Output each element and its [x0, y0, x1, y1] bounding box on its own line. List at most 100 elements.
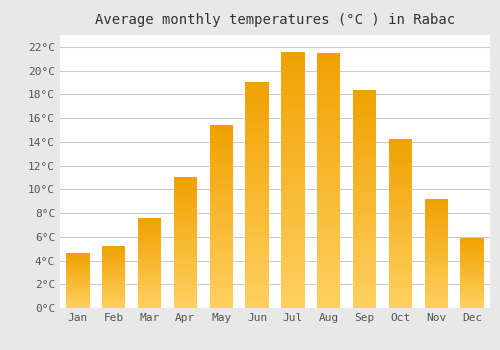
Bar — [174, 269, 197, 270]
Bar — [424, 266, 448, 268]
Bar — [424, 201, 448, 202]
Bar — [424, 210, 448, 211]
Bar — [282, 80, 304, 82]
Bar — [460, 277, 483, 278]
Bar — [353, 264, 376, 266]
Bar — [460, 248, 483, 249]
Bar — [282, 111, 304, 113]
Bar — [317, 211, 340, 213]
Bar — [424, 254, 448, 256]
Bar — [138, 305, 161, 306]
Bar — [174, 197, 197, 198]
Bar — [174, 228, 197, 230]
Bar — [138, 219, 161, 220]
Bar — [210, 142, 233, 143]
Bar — [174, 270, 197, 272]
Bar — [138, 291, 161, 292]
Bar — [282, 180, 304, 182]
Bar — [138, 254, 161, 255]
Bar — [353, 205, 376, 208]
Bar — [317, 259, 340, 262]
Bar — [282, 51, 304, 54]
Bar — [102, 248, 126, 249]
Bar — [210, 250, 233, 251]
Bar — [210, 217, 233, 218]
Bar — [282, 285, 304, 287]
Bar — [389, 244, 412, 246]
Bar — [353, 203, 376, 205]
Bar — [389, 254, 412, 256]
Bar — [317, 150, 340, 152]
Bar — [282, 290, 304, 293]
Bar — [210, 301, 233, 302]
Bar — [282, 208, 304, 211]
Bar — [282, 90, 304, 93]
Bar — [424, 272, 448, 273]
Bar — [282, 229, 304, 231]
Bar — [282, 72, 304, 75]
Bar — [246, 193, 268, 195]
Bar — [353, 177, 376, 179]
Bar — [174, 222, 197, 223]
Bar — [246, 245, 268, 247]
Bar — [138, 263, 161, 264]
Bar — [138, 307, 161, 308]
Bar — [353, 148, 376, 151]
Bar — [210, 127, 233, 129]
Bar — [210, 156, 233, 158]
Bar — [353, 109, 376, 111]
Bar — [66, 306, 90, 307]
Bar — [353, 173, 376, 175]
Bar — [282, 249, 304, 252]
Bar — [246, 238, 268, 240]
Bar — [460, 249, 483, 250]
Bar — [424, 244, 448, 245]
Bar — [246, 121, 268, 123]
Bar — [174, 239, 197, 240]
Bar — [317, 198, 340, 201]
Bar — [174, 190, 197, 192]
Bar — [460, 270, 483, 271]
Bar — [138, 246, 161, 247]
Bar — [138, 243, 161, 244]
Bar — [210, 138, 233, 140]
Bar — [246, 94, 268, 96]
Bar — [282, 172, 304, 175]
Bar — [174, 205, 197, 206]
Bar — [102, 267, 126, 268]
Bar — [282, 152, 304, 154]
Bar — [460, 303, 483, 304]
Bar — [210, 182, 233, 184]
Bar — [389, 178, 412, 180]
Bar — [210, 266, 233, 268]
Bar — [282, 295, 304, 298]
Bar — [174, 258, 197, 260]
Bar — [353, 186, 376, 188]
Bar — [102, 280, 126, 281]
Bar — [246, 175, 268, 177]
Bar — [174, 245, 197, 247]
Bar — [353, 214, 376, 216]
Bar — [282, 218, 304, 221]
Bar — [282, 128, 304, 131]
Bar — [210, 282, 233, 284]
Bar — [389, 298, 412, 300]
Bar — [138, 271, 161, 272]
Bar — [174, 179, 197, 180]
Bar — [174, 194, 197, 196]
Bar — [138, 237, 161, 238]
Bar — [353, 286, 376, 288]
Bar — [174, 301, 197, 303]
Bar — [424, 278, 448, 279]
Bar — [210, 237, 233, 239]
Bar — [353, 225, 376, 227]
Bar — [102, 293, 126, 294]
Bar — [317, 160, 340, 162]
Bar — [102, 266, 126, 267]
Bar — [210, 147, 233, 149]
Bar — [389, 210, 412, 212]
Bar — [174, 243, 197, 244]
Bar — [282, 88, 304, 90]
Bar — [66, 259, 90, 260]
Bar — [174, 215, 197, 217]
